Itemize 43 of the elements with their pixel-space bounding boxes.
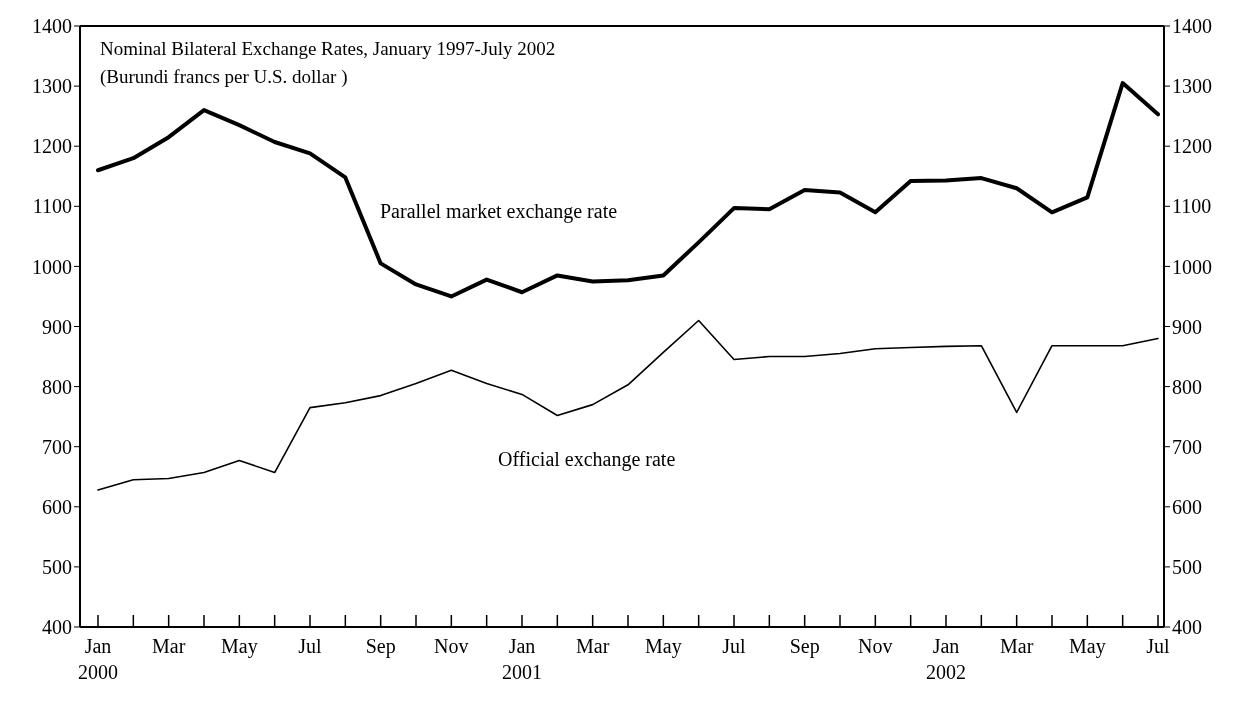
y-tick-label: 600 [42, 495, 72, 518]
x-tick-label: Sep [789, 635, 820, 658]
y-tick-label: 800 [42, 375, 72, 398]
y2-tick-label: 1100 [1172, 195, 1212, 218]
y2-tick-label: 1200 [1172, 135, 1212, 158]
y2-tick-label: 1000 [1172, 255, 1212, 278]
x-tick-label: May [221, 635, 258, 658]
line-series [97, 319, 1159, 491]
y-tick-label: 1300 [32, 75, 72, 98]
y2-tick-label: 900 [1172, 315, 1202, 338]
text: Official exchange rate [498, 448, 676, 471]
y-tick-label: 400 [42, 616, 72, 639]
text: (Burundi francs per U.S. dollar ) [100, 66, 348, 88]
y-tick-label: 700 [42, 435, 72, 458]
x-tick-label: Mar [1000, 635, 1034, 657]
x-tick-label: Jul [298, 635, 323, 657]
y-tick-label: 1000 [32, 255, 72, 278]
y2-tick-label: 1300 [1172, 75, 1212, 98]
text: Nominal Bilateral Exchange Rates, January 1997-July 2002 [100, 38, 556, 60]
y2-tick-label: 400 [1172, 616, 1202, 639]
x-tick-label: Nov [858, 635, 893, 657]
x-tick-label: May [1069, 635, 1106, 658]
x-tick-label: Jan 2002 [926, 635, 966, 683]
x-tick-label: Jul [722, 635, 747, 657]
x-tick-label: Mar [576, 635, 610, 657]
x-tick-label: Jul [1146, 635, 1171, 657]
y-tick-label: 1100 [32, 195, 72, 218]
y-tick-label: 1400 [32, 15, 72, 38]
series-label: Parallel market exchange rate [380, 200, 618, 223]
y2-tick-label: 700 [1172, 435, 1202, 458]
x-tick-label: Sep [365, 635, 396, 658]
x-tick-label: May [645, 635, 682, 658]
x-tick-label: Jan 2001 [502, 635, 542, 683]
x-tick-label: Mar [152, 635, 186, 657]
x-tick-label: Jan 2000 [78, 635, 118, 683]
y2-tick-label: 800 [1172, 375, 1202, 398]
y-tick-label: 900 [42, 315, 72, 338]
y-tick-label: 1200 [32, 135, 72, 158]
y2-tick-label: 600 [1172, 495, 1202, 518]
y2-tick-label: 1400 [1172, 15, 1212, 38]
y2-tick-label: 500 [1172, 556, 1202, 578]
y-tick-label: 500 [42, 556, 72, 578]
x-tick-label: Nov [434, 635, 469, 657]
